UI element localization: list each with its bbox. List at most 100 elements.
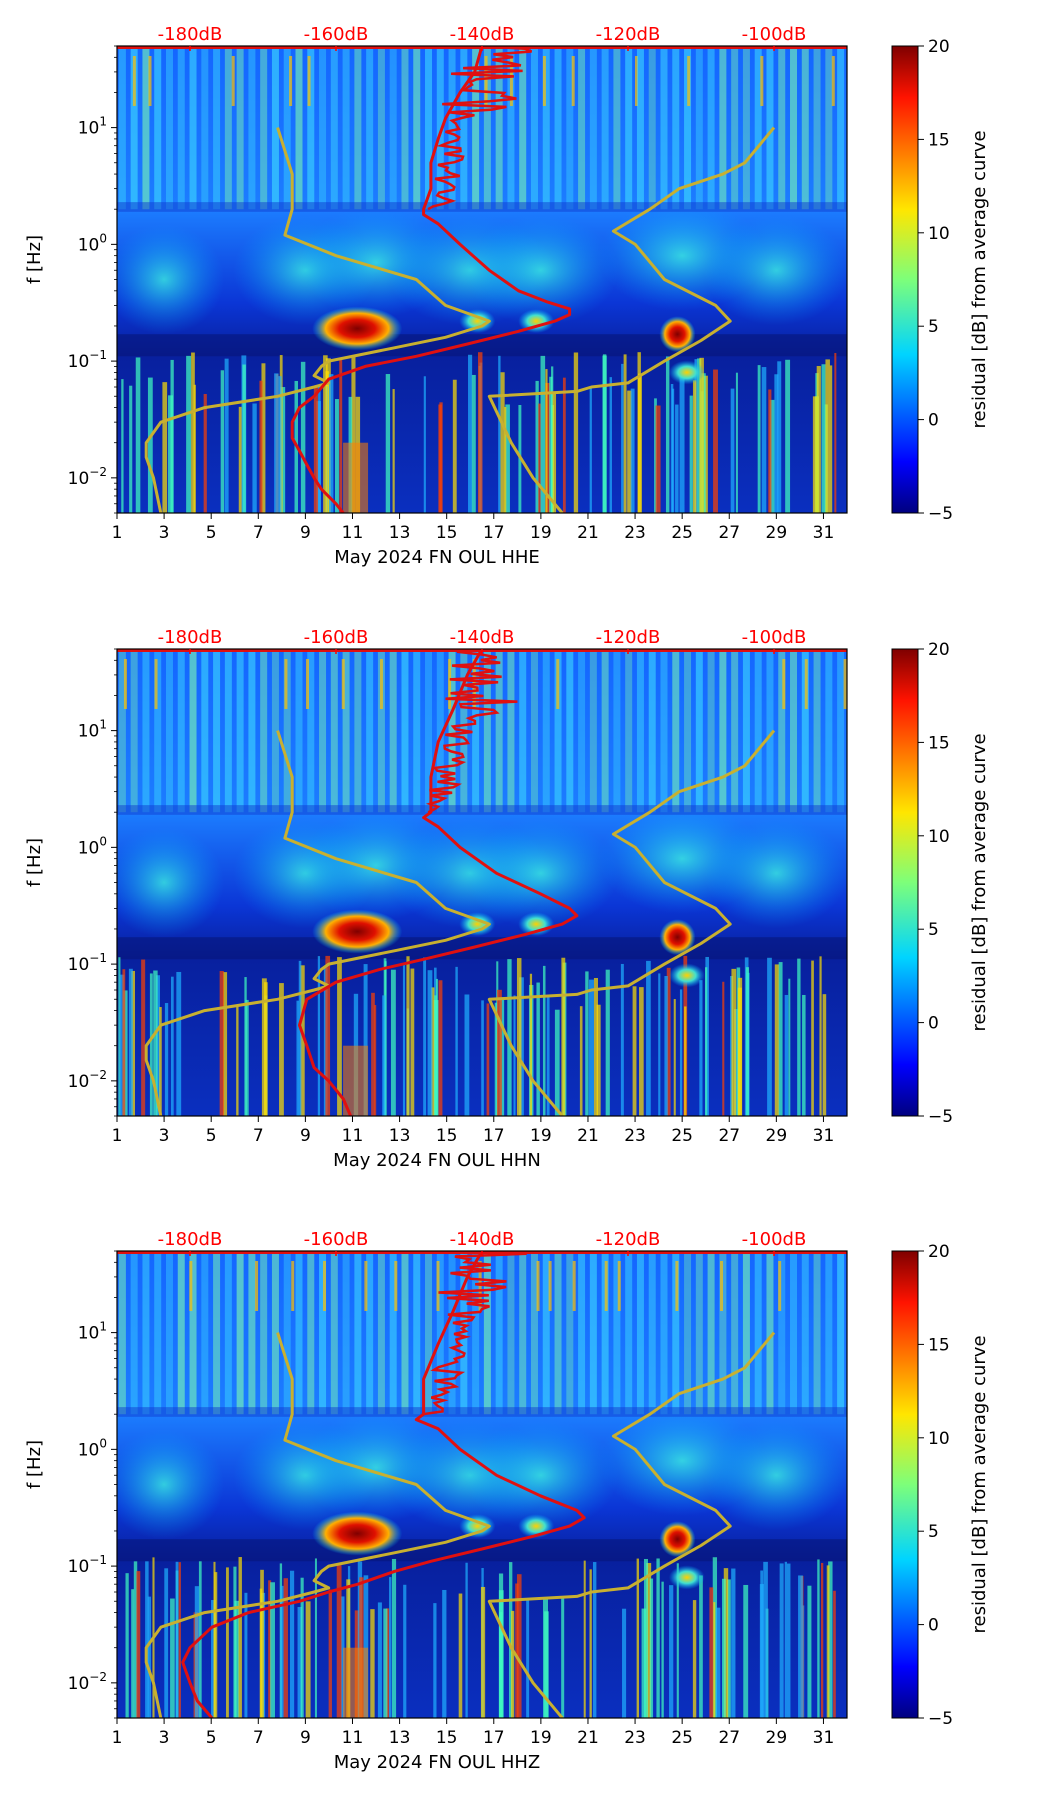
lf-streak — [328, 1589, 332, 1718]
hf-streak — [519, 649, 527, 813]
red-curve-jagged — [422, 1251, 527, 1416]
db-scale-label: -120dB — [596, 24, 661, 45]
hf-streak — [177, 1251, 185, 1415]
x-tick-label: 5 — [206, 1728, 217, 1748]
hf-streak — [519, 46, 527, 210]
hf-streak — [236, 46, 244, 210]
lf-streak — [812, 396, 818, 513]
lf-streak — [589, 386, 592, 513]
lf-streak — [434, 995, 437, 1116]
lf-streak — [238, 406, 242, 513]
x-tick-label: 27 — [718, 523, 740, 543]
noise-blob — [462, 1420, 619, 1531]
lf-streak — [478, 352, 483, 513]
x-tick-label: 19 — [530, 1126, 552, 1146]
lf-streak — [261, 978, 267, 1116]
hf-streak — [307, 46, 315, 210]
hf-streak — [636, 1251, 644, 1415]
lf-streak — [535, 380, 539, 513]
lf-streak — [654, 398, 657, 513]
noise-blob — [704, 1420, 847, 1531]
hf-streak — [613, 649, 621, 813]
lf-streak — [261, 363, 266, 513]
y-tick-label: 101 — [78, 1320, 107, 1344]
hf-streak — [742, 1251, 750, 1415]
lf-streak — [609, 377, 612, 513]
x-tick-label: 17 — [483, 523, 505, 543]
x-axis-label: May 2024 FN OUL HHE — [334, 547, 540, 568]
hf-streak — [636, 649, 644, 813]
lf-streak — [513, 995, 516, 1116]
lf-streak — [834, 353, 837, 513]
lf-streak — [480, 1586, 486, 1718]
lf-streak — [627, 390, 632, 513]
hf-streak — [825, 649, 833, 813]
lf-streak — [176, 971, 182, 1116]
hf-burst — [289, 56, 293, 106]
lf-streak — [511, 1610, 515, 1718]
lf-streak — [390, 969, 396, 1116]
lf-streak — [377, 1602, 382, 1718]
hf-streak — [554, 1251, 562, 1415]
lf-streak — [252, 403, 257, 513]
lf-streak — [193, 384, 196, 513]
lf-streak — [760, 1570, 764, 1718]
lf-streak — [494, 1002, 497, 1116]
lf-event — [343, 442, 369, 513]
hf-streak — [330, 649, 338, 813]
lf-streak — [213, 1561, 216, 1718]
lf-event — [343, 1647, 369, 1718]
lf-streak — [721, 1578, 726, 1718]
noise-spot — [668, 963, 705, 988]
hf-streak — [448, 46, 456, 210]
hf-burst — [548, 1261, 552, 1311]
lf-streak — [588, 979, 594, 1116]
hf-streak — [413, 46, 421, 210]
hf-streak — [377, 649, 385, 813]
hf-streak — [401, 46, 409, 210]
colorbar-tick-label: 20 — [928, 640, 950, 660]
hf-burst — [305, 659, 309, 709]
x-tick-label: 13 — [389, 1126, 411, 1146]
lf-streak — [385, 374, 391, 513]
hf-streak — [377, 46, 385, 210]
lf-streak — [785, 359, 791, 513]
lf-streak — [325, 955, 331, 1116]
lf-streak — [363, 964, 368, 1116]
x-tick-label: 23 — [624, 1126, 646, 1146]
lf-streak — [703, 375, 708, 513]
lf-streak — [159, 1007, 162, 1116]
hf-streak — [425, 649, 433, 813]
x-tick-label: 11 — [342, 1728, 364, 1748]
hf-burst — [556, 659, 560, 709]
yellow-curve-right — [487, 729, 776, 1116]
yellow-curve-left — [144, 127, 491, 513]
lf-streak — [623, 354, 627, 513]
hf-streak — [307, 1251, 315, 1415]
storm-spot — [659, 1521, 696, 1558]
lf-streak — [554, 1009, 560, 1116]
hf-streak — [342, 1251, 350, 1415]
hf-burst — [291, 1261, 295, 1311]
colorbar: 20 15 10 5 0 −5 residual [dB] from average cur… — [891, 37, 990, 524]
lf-streak — [389, 1577, 392, 1718]
yellow-curve-left — [144, 1332, 491, 1718]
colorbar-gradient — [891, 45, 919, 514]
x-tick-label: 7 — [253, 523, 264, 543]
lf-streak — [636, 1558, 639, 1718]
hf-streak — [295, 649, 303, 813]
hf-streak — [319, 46, 327, 210]
hf-streak — [224, 46, 232, 210]
lf-streak — [811, 960, 814, 1116]
lf-streak — [825, 359, 830, 513]
lf-streak — [410, 968, 415, 1116]
colorbar-tick-label: 20 — [928, 1242, 950, 1262]
lf-event — [343, 1045, 369, 1116]
lf-streak — [442, 1589, 447, 1718]
hf-streak — [519, 1251, 527, 1415]
hf-streak — [801, 649, 809, 813]
lf-streak — [300, 361, 306, 513]
hf-streak — [201, 1251, 209, 1415]
lf-streak — [655, 405, 661, 513]
storm-spot — [312, 306, 403, 351]
